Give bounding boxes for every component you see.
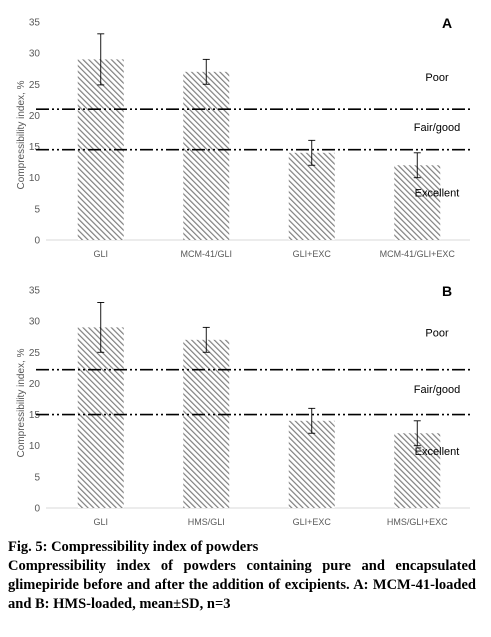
error-bar-3 bbox=[308, 139, 316, 166]
zone-label: Poor bbox=[425, 328, 449, 340]
x-tick-label: GLI+EXC bbox=[293, 249, 332, 259]
x-tick-label: GLI bbox=[93, 249, 108, 259]
y-tick-label: 35 bbox=[29, 286, 41, 297]
bar-1 bbox=[77, 327, 124, 508]
x-tick-label: HMS/GLI+EXC bbox=[387, 517, 448, 527]
y-tick-label: 20 bbox=[29, 111, 41, 122]
y-tick-label: 15 bbox=[29, 410, 41, 421]
zone-label: Excellent bbox=[415, 446, 460, 458]
chart-panel-b: 0 5 10 15 20 25 30 35 Compressibility index, % GL… bbox=[16, 283, 470, 527]
y-axis-label: Compressibility index, % bbox=[16, 80, 27, 189]
figure-caption: Fig. 5: Compressibility index of powders… bbox=[8, 538, 476, 614]
y-tick-label: 20 bbox=[29, 379, 41, 390]
y-tick-label: 10 bbox=[29, 173, 41, 184]
panel-label: B bbox=[442, 283, 452, 299]
caption-text: Compressibility index of powders contain… bbox=[8, 558, 476, 612]
chart-panel-a: 0 5 10 15 20 25 30 35 Compressibility index, % GL… bbox=[16, 15, 470, 259]
y-tick-label: 15 bbox=[29, 142, 41, 153]
error-bar-4 bbox=[413, 420, 421, 447]
y-tick-label: 35 bbox=[29, 18, 41, 29]
x-tick-label: GLI bbox=[93, 517, 108, 527]
y-tick-label: 30 bbox=[29, 49, 41, 60]
bar-2 bbox=[183, 339, 230, 508]
x-tick-label: GLI+EXC bbox=[293, 517, 332, 527]
error-bar-4 bbox=[413, 152, 421, 179]
zone-label: Excellent bbox=[415, 187, 460, 199]
bar-2 bbox=[183, 71, 230, 240]
y-tick-label: 25 bbox=[29, 80, 41, 91]
bar-3 bbox=[288, 420, 335, 508]
zone-label: Fair/good bbox=[414, 384, 460, 396]
panel-label: A bbox=[442, 15, 452, 31]
y-tick-label: 0 bbox=[34, 504, 40, 515]
y-tick-label: 5 bbox=[34, 472, 40, 483]
y-tick-label: 0 bbox=[34, 236, 40, 247]
x-tick-label: MCM-41/GLI bbox=[180, 249, 232, 259]
error-bar-1 bbox=[97, 302, 105, 353]
x-tick-label: HMS/GLI bbox=[188, 517, 225, 527]
x-tick-label: MCM-41/GLI+EXC bbox=[380, 249, 456, 259]
y-tick-label: 25 bbox=[29, 348, 41, 359]
bar-3 bbox=[288, 152, 335, 240]
error-bar-3 bbox=[308, 407, 316, 434]
error-bar-2 bbox=[202, 326, 210, 353]
caption-title: Fig. 5: Compressibility index of powders bbox=[8, 539, 259, 555]
zone-label: Poor bbox=[425, 72, 449, 84]
y-tick-label: 5 bbox=[34, 204, 40, 215]
error-bar-2 bbox=[202, 58, 210, 85]
y-tick-label: 10 bbox=[29, 441, 41, 452]
zone-label: Fair/good bbox=[414, 122, 460, 134]
y-tick-label: 30 bbox=[29, 317, 41, 328]
y-axis-label: Compressibility index, % bbox=[16, 348, 27, 457]
error-bar-1 bbox=[97, 33, 105, 86]
